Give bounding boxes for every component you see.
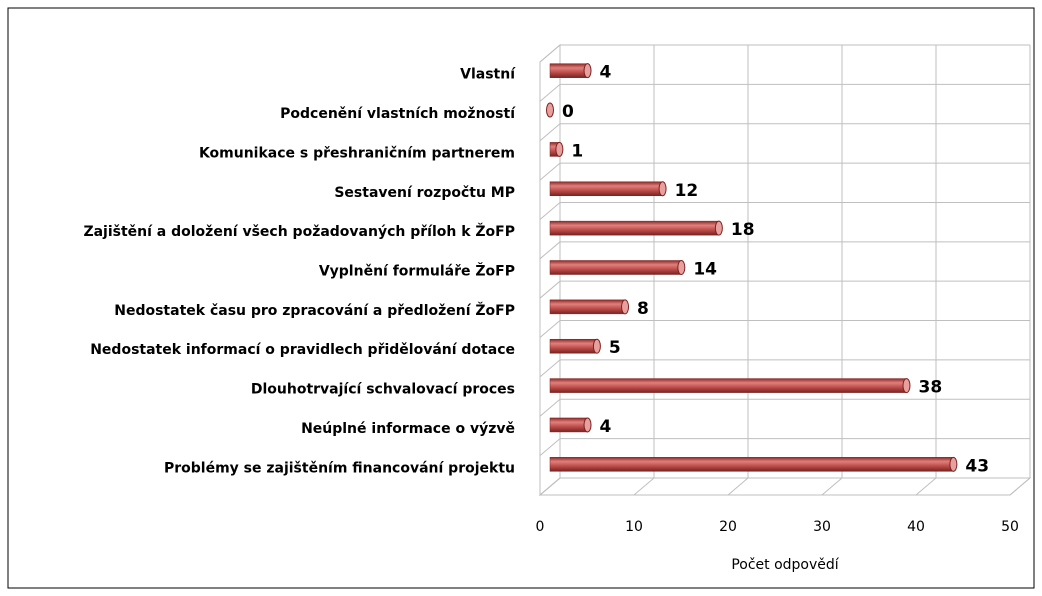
data-label: 18	[731, 220, 755, 240]
bar	[549, 63, 588, 78]
y-tick-label: Nedostatek informací o pravidlech přiděl…	[90, 342, 515, 358]
data-label: 4	[600, 63, 612, 83]
x-tick-label: 20	[719, 519, 737, 535]
y-tick-label: Dlouhotrvající schvalovací proces	[251, 382, 515, 398]
data-label: 5	[609, 338, 621, 358]
data-label: 38	[918, 378, 942, 398]
bar-cap	[621, 299, 630, 315]
bar-cap	[592, 338, 601, 354]
row-line	[539, 438, 561, 457]
bar-cap	[949, 456, 958, 472]
bar-cap	[902, 378, 911, 394]
y-tick-label: Sestavení rozpočtu MP	[334, 185, 515, 201]
row-line	[539, 241, 561, 260]
row-line	[539, 280, 561, 299]
grid-line	[821, 477, 843, 496]
y-tick-label: Zajištění a doložení všech požadovaných …	[83, 223, 515, 240]
x-axis-label: Počet odpovědí	[731, 557, 839, 573]
x-tick-label: 10	[625, 519, 643, 535]
frame	[7, 7, 1035, 589]
data-label: 8	[637, 299, 649, 319]
data-label: 43	[965, 456, 989, 476]
bar	[549, 181, 663, 197]
bar	[549, 260, 682, 275]
bar	[549, 299, 626, 315]
bar	[549, 338, 598, 354]
row-line	[539, 83, 561, 102]
grid-line	[1009, 477, 1031, 496]
bar-cap	[658, 181, 667, 197]
data-label: 14	[693, 260, 717, 280]
bar	[549, 417, 588, 433]
row-line	[539, 320, 561, 338]
data-label: 12	[675, 181, 699, 201]
row-line	[539, 123, 561, 142]
row-line	[539, 162, 561, 181]
row-line	[539, 44, 561, 63]
bar	[549, 220, 720, 236]
grid-line	[539, 477, 561, 496]
bar-cap	[546, 102, 554, 118]
y-tick-label: Komunikace s přeshraničním partnerem	[199, 145, 515, 161]
floor	[538, 477, 1032, 496]
y-tick-label: Problémy se zajištěním financování proje…	[164, 460, 515, 476]
bar-cap	[583, 417, 592, 433]
x-tick-label: 40	[907, 519, 925, 535]
bar-cap	[555, 141, 564, 157]
data-label: 4	[600, 417, 612, 437]
y-tick-label: Podcenění vlastních možností	[280, 106, 516, 122]
bar-cap	[677, 260, 686, 275]
x-tick-label: 0	[536, 519, 545, 535]
row-line	[539, 359, 561, 378]
data-label: 0	[562, 102, 574, 122]
bar	[549, 378, 907, 393]
bar-cap	[583, 63, 592, 79]
grid-line	[727, 477, 749, 496]
y-tick-label: Nedostatek času pro zpracování a předlož…	[114, 302, 515, 319]
row-line	[539, 202, 561, 220]
x-tick-label: 30	[813, 519, 831, 535]
row-line	[539, 398, 561, 417]
grid-line	[915, 477, 937, 496]
grid-line	[633, 477, 655, 496]
bar-cap	[714, 220, 723, 236]
y-tick-label: Vlastní	[460, 67, 516, 83]
y-tick-label: Vyplnění formuláře ŽoFP	[319, 263, 515, 280]
bar	[549, 457, 954, 472]
data-label: 1	[571, 141, 583, 161]
x-tick-label: 50	[1001, 519, 1019, 535]
y-tick-label: Neúplné informace o výzvě	[301, 421, 515, 437]
